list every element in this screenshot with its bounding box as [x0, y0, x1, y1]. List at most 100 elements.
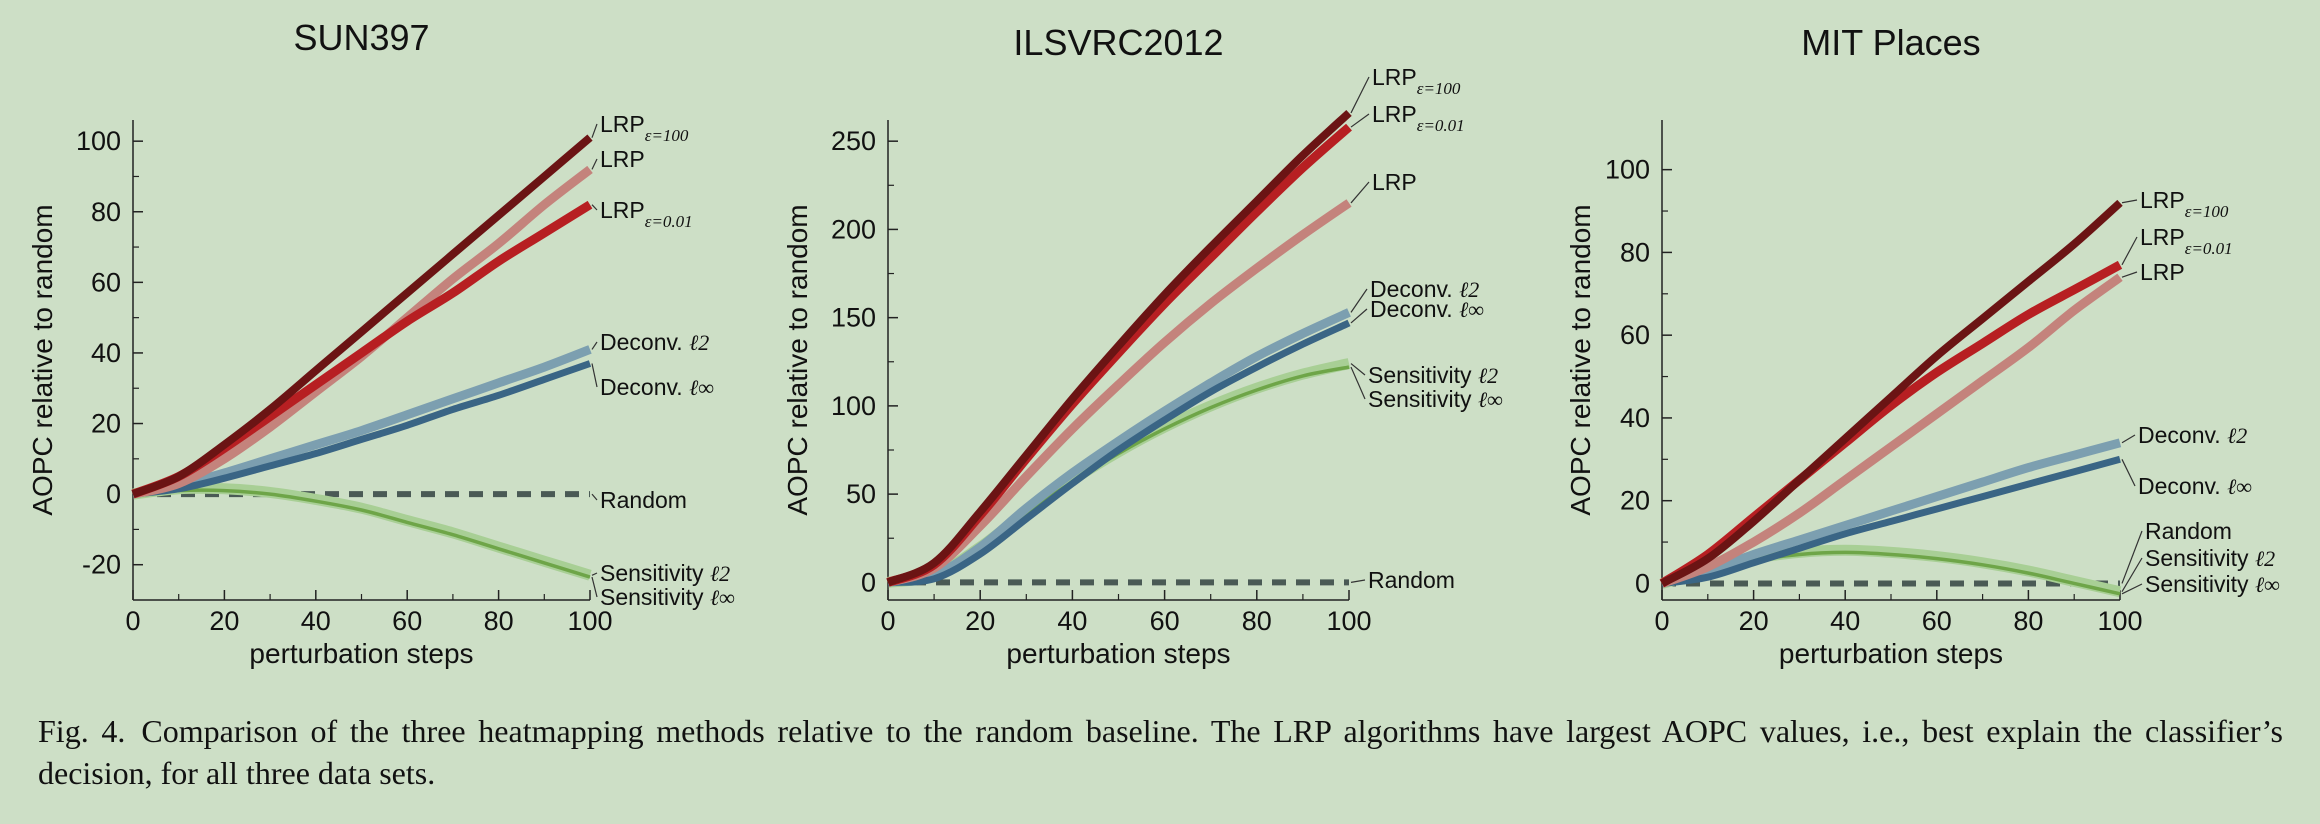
series-line-deconv_linf [132, 360, 592, 498]
series-label-lrp: LRP [600, 146, 645, 172]
series-line-lrp100 [131, 134, 593, 498]
series-label-lrp: LRP [1372, 169, 1417, 195]
x-tick-label: 40 [301, 606, 331, 636]
x-axis-label: perturbation steps [1006, 638, 1230, 669]
series-leader-line [1350, 181, 1370, 204]
x-tick-label: 20 [965, 606, 995, 636]
x-tick-label: 60 [1922, 606, 1952, 636]
series-leader-line [1350, 113, 1370, 128]
series-leader-line [591, 493, 598, 501]
y-tick-label: 150 [831, 303, 876, 333]
series-line-lrp100 [1660, 199, 2123, 587]
x-tick-label: 40 [1057, 606, 1087, 636]
series-leader-line [2121, 583, 2143, 595]
series-label-lrp: LRP [2140, 259, 2185, 285]
y-axis-label: AOPC relative to random [1565, 204, 1596, 515]
x-tick-label: 100 [567, 606, 612, 636]
series-label-random: Random [2145, 518, 2232, 544]
caption-text: Comparison of the three heatmapping meth… [38, 713, 2284, 791]
y-tick-label: 0 [1635, 568, 1650, 598]
y-tick-label: 60 [1620, 320, 1650, 350]
x-tick-label: 100 [2097, 606, 2142, 636]
series-line-sens_l2 [132, 482, 592, 581]
series-leader-line [2121, 271, 2138, 278]
series-label-lrp100: LRPε=100 [2140, 187, 2229, 221]
chart-panel-3: MIT Places 0 20 40 60 80 100 0 20 40 60 80 100 pertur… [1565, 22, 2280, 669]
x-axis-label: perturbation steps [249, 638, 473, 669]
series-line-lrp100 [886, 109, 1352, 587]
series-leader-line [591, 341, 598, 350]
x-tick-label: 60 [392, 606, 422, 636]
series-leader-line [1350, 579, 1366, 583]
series-leader-line [2121, 530, 2143, 584]
series-leader-line [591, 204, 598, 211]
y-tick-label: 80 [1620, 237, 1650, 267]
series-label-deconv_l2: Deconv. ℓ2 [1370, 276, 1479, 302]
series-leader-line [591, 123, 598, 138]
series-label-deconv_linf: Deconv. ℓ∞ [2138, 473, 2252, 499]
y-tick-label: 100 [76, 126, 121, 156]
series-leader-line [2121, 459, 2136, 487]
y-tick-label: 60 [91, 267, 121, 297]
series-leader-line [1350, 363, 1366, 376]
y-axis-label: AOPC relative to random [27, 204, 58, 515]
series-label-sens_l2: Sensitivity ℓ2 [600, 560, 730, 586]
series-label-random: Random [600, 487, 687, 513]
x-tick-label: 20 [209, 606, 239, 636]
series-line-sens_linf [132, 488, 591, 579]
series-line-deconv_l2 [1660, 438, 2122, 588]
series-line-deconv_linf [887, 319, 1351, 586]
y-tick-label: 20 [1620, 486, 1650, 516]
series-leader-line [1350, 308, 1368, 324]
y-tick-label: 100 [1605, 155, 1650, 185]
series-leader-line [2121, 434, 2136, 444]
series-label-lrp001: LRPε=0.01 [2140, 224, 2233, 258]
series-label-deconv_l2: Deconv. ℓ2 [2138, 422, 2247, 448]
y-tick-label: 0 [106, 479, 121, 509]
y-tick-label: -20 [82, 550, 121, 580]
x-tick-label: 20 [1739, 606, 1769, 636]
series-label-lrp001: LRPε=0.01 [600, 197, 693, 231]
y-tick-label: 250 [831, 126, 876, 156]
series-label-lrp001: LRPε=0.01 [1372, 101, 1465, 135]
x-tick-label: 0 [880, 606, 895, 636]
series-label-deconv_linf: Deconv. ℓ∞ [600, 374, 714, 400]
y-axis-label: AOPC relative to random [782, 204, 813, 515]
series-label-sens_l2: Sensitivity ℓ2 [2145, 545, 2275, 571]
series-leader-line [591, 158, 598, 170]
series-label-lrp100: LRPε=100 [600, 111, 689, 145]
series-line-lrp001 [131, 200, 593, 499]
x-tick-label: 0 [125, 606, 140, 636]
series-line-deconv_l2 [132, 345, 592, 499]
y-tick-label: 80 [91, 197, 121, 227]
x-tick-label: 0 [1654, 606, 1669, 636]
series-leader-line [2121, 557, 2143, 593]
series-leader-line [591, 363, 598, 388]
x-axis-label: perturbation steps [1779, 638, 2003, 669]
y-tick-label: 40 [1620, 403, 1650, 433]
series-line-deconv_linf [1661, 455, 2121, 587]
series-leader-line [2121, 236, 2138, 266]
y-tick-label: 200 [831, 214, 876, 244]
series-label-sens_linf: Sensitivity ℓ∞ [1368, 386, 1503, 412]
series-line-lrp [1660, 273, 2123, 588]
chart-title: SUN397 [293, 17, 429, 58]
y-tick-label: 0 [861, 567, 876, 597]
series-leader-line [1350, 76, 1370, 114]
x-tick-label: 100 [1326, 606, 1371, 636]
series-label-sens_linf: Sensitivity ℓ∞ [2145, 571, 2280, 597]
series-line-lrp [886, 199, 1352, 587]
chart-title: MIT Places [1801, 22, 1980, 63]
series-leader-line [1350, 366, 1366, 400]
series-label-deconv_l2: Deconv. ℓ2 [600, 329, 709, 355]
series-leader-line [1350, 288, 1368, 313]
series-line-deconv_l2 [887, 308, 1351, 587]
caption-figure-number: Fig. 4. [38, 713, 126, 749]
y-tick-label: 50 [846, 479, 876, 509]
series-label-lrp100: LRPε=100 [1372, 64, 1461, 98]
x-tick-label: 60 [1150, 606, 1180, 636]
chart-title: ILSVRC2012 [1013, 22, 1223, 63]
series-label-sens_l2: Sensitivity ℓ2 [1368, 362, 1498, 388]
